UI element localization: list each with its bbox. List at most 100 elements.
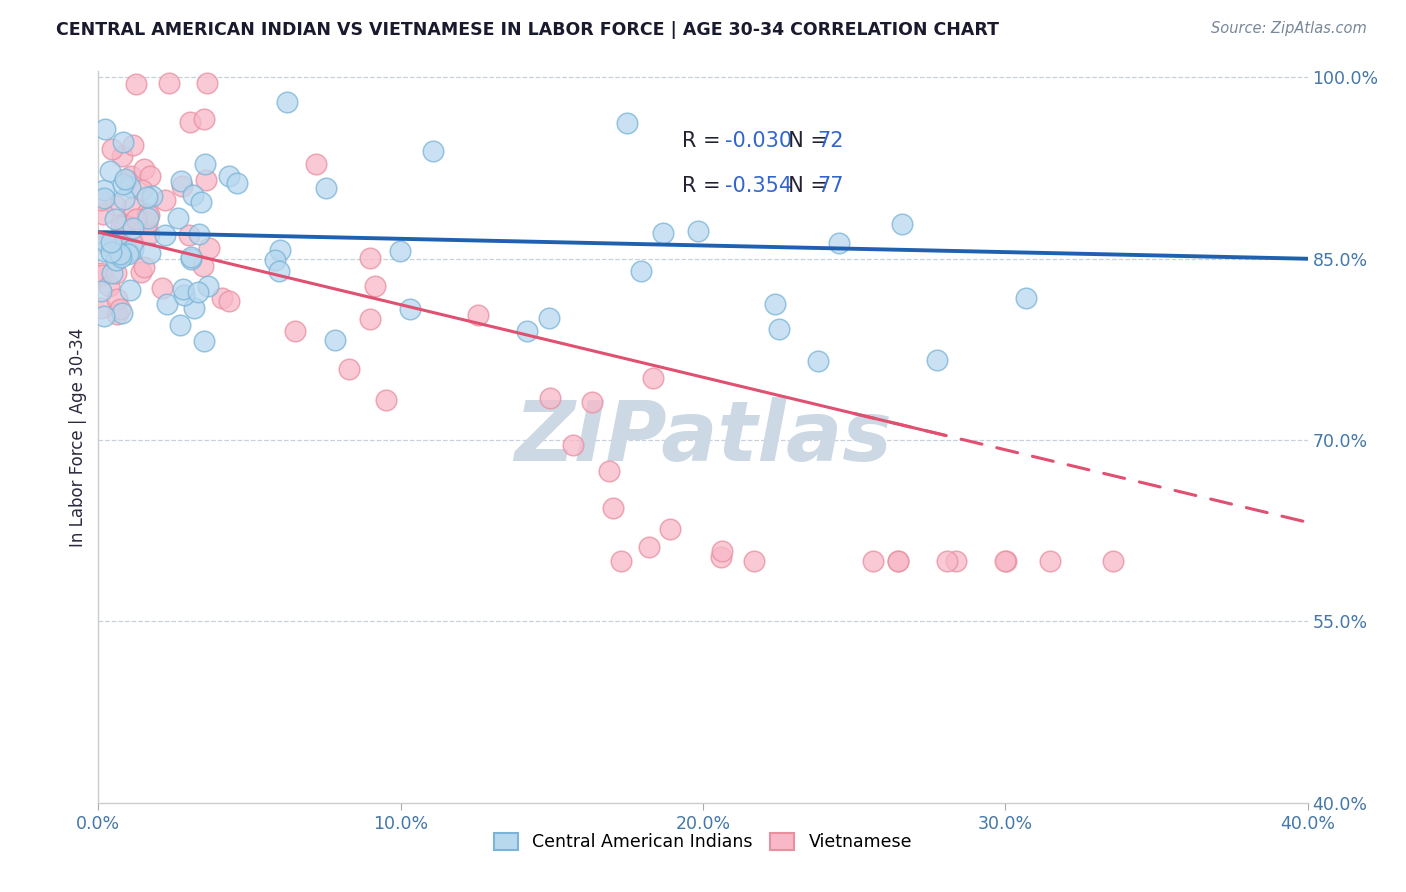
Point [101, 266, 124, 280]
Point [315, 181, 337, 195]
Point [150, 281, 173, 295]
Point [108, 246, 131, 260]
Point [139, 169, 162, 183]
Point [651, 227, 673, 241]
Point [93, 191, 115, 205]
Point [91, 268, 114, 282]
Point [122, 220, 145, 235]
Point [120, 169, 142, 183]
Point [193, 112, 215, 126]
Point [101, 142, 124, 156]
Point [337, 361, 360, 376]
Point [90, 266, 112, 280]
Point [195, 173, 218, 187]
Point [170, 179, 193, 194]
Point [891, 218, 914, 232]
Point [581, 395, 603, 409]
Point [125, 212, 148, 227]
Point [105, 292, 128, 306]
Point [112, 192, 135, 206]
Point [105, 252, 128, 267]
Point [602, 500, 624, 515]
Point [108, 301, 131, 316]
Text: CENTRAL AMERICAN INDIAN VS VIETNAMESE IN LABOR FORCE | AGE 30-34 CORRELATION CHA: CENTRAL AMERICAN INDIAN VS VIETNAMESE IN… [56, 21, 1000, 38]
Point [375, 392, 398, 407]
Point [538, 391, 561, 405]
Point [94, 122, 117, 136]
Point [115, 173, 138, 187]
Point [129, 265, 152, 279]
Point [139, 245, 162, 260]
Point [710, 544, 733, 558]
Text: R =: R = [682, 177, 728, 196]
Point [138, 227, 160, 242]
Point [194, 157, 217, 171]
Point [267, 264, 290, 278]
Point [828, 236, 851, 251]
Point [598, 464, 620, 478]
Point [537, 311, 560, 326]
Point [172, 282, 194, 296]
Point [173, 288, 195, 302]
Point [994, 554, 1017, 568]
Point [111, 178, 134, 192]
Point [763, 297, 786, 311]
Point [936, 554, 959, 568]
Point [187, 285, 209, 299]
Point [169, 318, 191, 332]
Point [927, 352, 949, 367]
Point [276, 95, 298, 109]
Point [100, 245, 122, 260]
Point [195, 77, 218, 91]
Text: 72: 72 [817, 131, 844, 151]
Point [360, 312, 382, 326]
Point [887, 554, 910, 568]
Point [104, 198, 127, 212]
Point [218, 169, 240, 183]
Point [686, 224, 709, 238]
Point [360, 252, 382, 266]
Point [90, 193, 112, 207]
Point [323, 334, 346, 348]
Point [188, 227, 211, 241]
Point [211, 291, 233, 305]
Point [114, 172, 136, 186]
Point [742, 554, 765, 568]
Point [105, 307, 128, 321]
Text: -0.354: -0.354 [724, 177, 792, 196]
Point [516, 324, 538, 338]
Point [136, 216, 159, 230]
Point [117, 244, 139, 259]
Point [97, 279, 120, 293]
Point [643, 371, 665, 385]
Point [111, 149, 134, 163]
Point [197, 241, 219, 255]
Text: N =: N = [775, 131, 835, 151]
Point [190, 194, 212, 209]
Point [122, 200, 145, 214]
Point [283, 324, 305, 338]
Point [197, 279, 219, 293]
Point [630, 264, 652, 278]
Point [118, 283, 141, 297]
Text: -0.030: -0.030 [724, 131, 792, 151]
Point [180, 250, 202, 264]
Point [1039, 554, 1062, 568]
Point [637, 540, 659, 554]
Point [136, 211, 159, 225]
Point [269, 243, 291, 257]
Point [136, 206, 159, 220]
Point [191, 260, 214, 274]
Point [94, 236, 117, 251]
Point [131, 183, 153, 197]
Point [945, 554, 967, 568]
Point [118, 180, 141, 194]
Point [117, 244, 139, 259]
Point [364, 278, 387, 293]
Point [181, 188, 204, 202]
Point [105, 266, 128, 280]
Point [561, 437, 583, 451]
Point [90, 284, 112, 298]
Point [100, 235, 122, 250]
Point [93, 310, 115, 324]
